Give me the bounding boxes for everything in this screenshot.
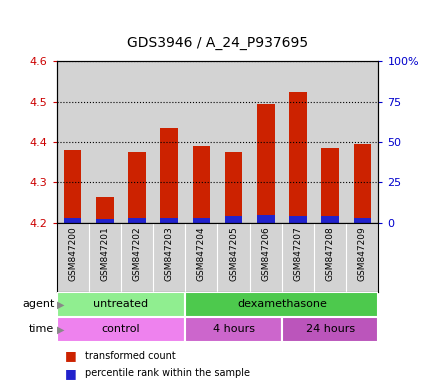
Text: GSM847200: GSM847200: [68, 226, 77, 281]
Text: GDS3946 / A_24_P937695: GDS3946 / A_24_P937695: [127, 36, 307, 50]
Bar: [224, 216, 242, 223]
Text: GSM847202: GSM847202: [132, 226, 141, 281]
Text: GSM847209: GSM847209: [357, 226, 366, 281]
Bar: [256, 104, 274, 223]
Bar: [289, 216, 306, 223]
Text: GSM847203: GSM847203: [164, 226, 173, 281]
Bar: [160, 218, 178, 223]
Bar: [224, 152, 242, 223]
Text: transformed count: transformed count: [85, 351, 175, 361]
Text: GSM847208: GSM847208: [325, 226, 334, 281]
Bar: [56, 292, 185, 317]
Bar: [96, 220, 113, 223]
Text: untreated: untreated: [93, 299, 148, 310]
Text: ■: ■: [65, 367, 77, 380]
Text: control: control: [102, 324, 140, 334]
Text: GSM847204: GSM847204: [197, 226, 205, 281]
Bar: [185, 317, 281, 342]
Bar: [96, 197, 113, 223]
Bar: [128, 152, 145, 223]
Bar: [160, 128, 178, 223]
Text: GSM847205: GSM847205: [229, 226, 237, 281]
Bar: [353, 218, 370, 223]
Text: dexamethasone: dexamethasone: [237, 299, 326, 310]
Text: ▶: ▶: [57, 299, 65, 310]
Text: ■: ■: [65, 349, 77, 362]
Bar: [321, 148, 338, 223]
Text: agent: agent: [22, 299, 54, 310]
Bar: [56, 317, 185, 342]
Text: GSM847206: GSM847206: [261, 226, 270, 281]
Text: GSM847201: GSM847201: [100, 226, 109, 281]
Bar: [281, 317, 378, 342]
Bar: [353, 144, 370, 223]
Text: time: time: [29, 324, 54, 334]
Bar: [64, 150, 81, 223]
Bar: [128, 218, 145, 223]
Text: 4 hours: 4 hours: [212, 324, 254, 334]
Text: ▶: ▶: [57, 324, 65, 334]
Bar: [321, 216, 338, 223]
Bar: [256, 215, 274, 223]
Text: 24 hours: 24 hours: [305, 324, 354, 334]
Bar: [192, 146, 210, 223]
Bar: [64, 218, 81, 223]
Bar: [289, 92, 306, 223]
Bar: [185, 292, 378, 317]
Text: GSM847207: GSM847207: [293, 226, 302, 281]
Bar: [192, 218, 210, 223]
Text: percentile rank within the sample: percentile rank within the sample: [85, 368, 249, 378]
